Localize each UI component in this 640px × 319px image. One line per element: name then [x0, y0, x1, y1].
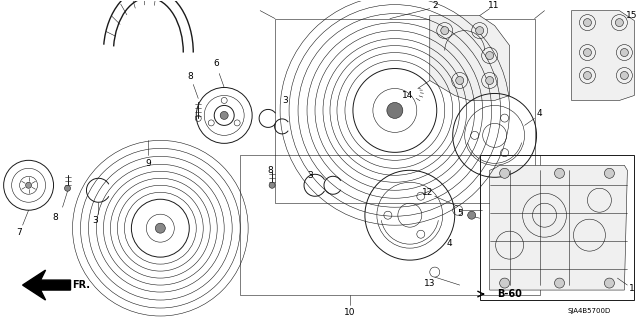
Text: 4: 4: [447, 239, 452, 248]
Bar: [240, 155, 540, 295]
Circle shape: [476, 26, 484, 34]
Text: 1: 1: [628, 284, 634, 293]
Text: 14: 14: [402, 91, 413, 100]
Circle shape: [486, 52, 493, 60]
Circle shape: [604, 168, 614, 178]
Text: 6: 6: [213, 59, 219, 68]
Circle shape: [269, 182, 275, 188]
Circle shape: [500, 168, 509, 178]
Text: 4: 4: [537, 109, 542, 118]
Text: 3: 3: [307, 171, 313, 180]
Circle shape: [616, 19, 623, 26]
Circle shape: [468, 211, 476, 219]
Circle shape: [604, 278, 614, 288]
Circle shape: [584, 19, 591, 26]
Text: 3: 3: [93, 216, 99, 225]
Text: 8: 8: [188, 72, 193, 81]
Circle shape: [584, 71, 591, 79]
Polygon shape: [572, 11, 634, 100]
Text: 8: 8: [52, 213, 58, 222]
Circle shape: [156, 223, 165, 233]
Text: 10: 10: [344, 308, 356, 316]
Circle shape: [456, 77, 464, 85]
Text: 12: 12: [422, 188, 433, 197]
Circle shape: [65, 185, 70, 191]
Text: 11: 11: [488, 1, 499, 10]
Circle shape: [441, 26, 449, 34]
Circle shape: [554, 168, 564, 178]
Text: 7: 7: [16, 228, 22, 237]
Circle shape: [500, 278, 509, 288]
Circle shape: [584, 48, 591, 56]
Circle shape: [220, 111, 228, 119]
Circle shape: [486, 77, 493, 85]
Text: 3: 3: [282, 96, 288, 105]
Circle shape: [620, 48, 628, 56]
Text: SJA4B5700D: SJA4B5700D: [568, 308, 611, 314]
Text: 2: 2: [432, 1, 438, 10]
Circle shape: [26, 182, 31, 188]
Text: B-60: B-60: [497, 289, 522, 299]
Circle shape: [620, 71, 628, 79]
Bar: [479, 155, 634, 300]
Text: 13: 13: [424, 278, 436, 287]
Circle shape: [554, 278, 564, 288]
Polygon shape: [430, 16, 509, 100]
Polygon shape: [490, 165, 627, 290]
Bar: [275, 19, 534, 203]
Circle shape: [387, 102, 403, 118]
Text: 5: 5: [457, 209, 463, 218]
Polygon shape: [22, 270, 70, 300]
Text: 8: 8: [268, 166, 273, 175]
Text: 15: 15: [626, 11, 637, 20]
Text: 9: 9: [145, 159, 151, 168]
Text: FR.: FR.: [72, 280, 90, 290]
